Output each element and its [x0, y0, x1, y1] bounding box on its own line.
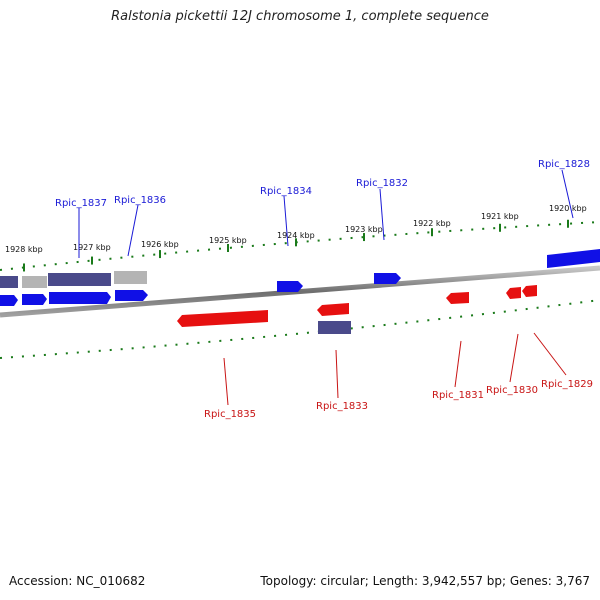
- leader-line: [223, 357, 229, 406]
- map-title: Ralstonia pickettii 12J chromosome 1, co…: [111, 9, 489, 24]
- accession-label: Accession: NC_010682: [9, 574, 146, 588]
- gene-rpic-1836-block[interactable]: [114, 271, 147, 284]
- scale-labels: 1928 kbp 1927 kbp 1926 kbp 1925 kbp 1924…: [5, 204, 587, 254]
- gene-rpic-1832-arrow[interactable]: [374, 273, 401, 284]
- gene-forward-arrow[interactable]: [49, 292, 111, 304]
- scale-label: 1922 kbp: [413, 219, 451, 228]
- gene-label-rpic-1831[interactable]: Rpic_1831: [432, 390, 484, 401]
- gene-label-rpic-1835[interactable]: Rpic_1835: [204, 409, 256, 420]
- gene-label-rpic-1836[interactable]: Rpic_1836: [114, 195, 166, 206]
- topology-summary: Topology: circular; Length: 3,942,557 bp…: [260, 574, 590, 588]
- leader-line: [335, 349, 339, 399]
- gene-label-rpic-1828[interactable]: Rpic_1828: [538, 159, 590, 170]
- top-tick-track: [0, 219, 600, 272]
- scale-label: 1921 kbp: [481, 212, 519, 221]
- leader-line: [533, 332, 567, 376]
- gene-forward-arrow[interactable]: [115, 290, 148, 301]
- gene-rpic-1837-block[interactable]: [48, 273, 111, 286]
- gene-forward-arrow[interactable]: [22, 294, 47, 305]
- leader-line: [561, 169, 574, 219]
- gene-label-rpic-1837[interactable]: Rpic_1837: [55, 198, 107, 209]
- gene-rpic-1835-arrow[interactable]: [177, 310, 268, 327]
- chromosome-backbone: [0, 265, 600, 318]
- top-strand-genes: [0, 249, 600, 306]
- gene-rpic-1830-arrow[interactable]: [506, 287, 521, 299]
- leader-line: [454, 340, 462, 388]
- top-tick-arc: [0, 221, 600, 271]
- gene-rpic-1833-rna-block[interactable]: [318, 321, 351, 334]
- bottom-tick-arc: [0, 299, 600, 359]
- leader-line: [379, 188, 385, 241]
- gene-label-rpic-1833[interactable]: Rpic_1833: [316, 401, 368, 412]
- scale-label: 1924 kbp: [277, 231, 315, 240]
- leader-line: [283, 195, 289, 247]
- leader-line: [127, 204, 139, 257]
- bottom-gene-labels: Rpic_1835 Rpic_1833 Rpic_1831 Rpic_1830 …: [204, 332, 593, 420]
- pseudo-gene-block[interactable]: [22, 276, 47, 288]
- gene-rpic-1828-arrow[interactable]: [547, 249, 600, 268]
- gene-rpic-1833-arrow[interactable]: [317, 303, 349, 316]
- top-gene-labels: Rpic_1837 Rpic_1836 Rpic_1834 Rpic_1832 …: [55, 159, 590, 258]
- gene-label-rpic-1832[interactable]: Rpic_1832: [356, 178, 408, 189]
- bottom-tick-track: [0, 299, 600, 359]
- scale-label: 1920 kbp: [549, 204, 587, 213]
- scale-label: 1923 kbp: [345, 225, 383, 234]
- gene-label-rpic-1834[interactable]: Rpic_1834: [260, 186, 312, 197]
- leader-line: [509, 333, 519, 383]
- scale-label: 1928 kbp: [5, 245, 43, 254]
- gene-label-rpic-1829[interactable]: Rpic_1829: [541, 379, 593, 390]
- gene-forward-arrow[interactable]: [0, 295, 18, 306]
- rna-gene-block[interactable]: [0, 276, 18, 288]
- gene-rpic-1829-arrow[interactable]: [522, 285, 537, 297]
- gene-rpic-1831-arrow[interactable]: [446, 292, 469, 304]
- scale-label: 1926 kbp: [141, 240, 179, 249]
- gene-rpic-1834-arrow[interactable]: [277, 281, 303, 292]
- gene-label-rpic-1830[interactable]: Rpic_1830: [486, 385, 538, 396]
- scale-label: 1927 kbp: [73, 243, 111, 252]
- bottom-strand-genes: [177, 285, 537, 334]
- scale-label: 1925 kbp: [209, 236, 247, 245]
